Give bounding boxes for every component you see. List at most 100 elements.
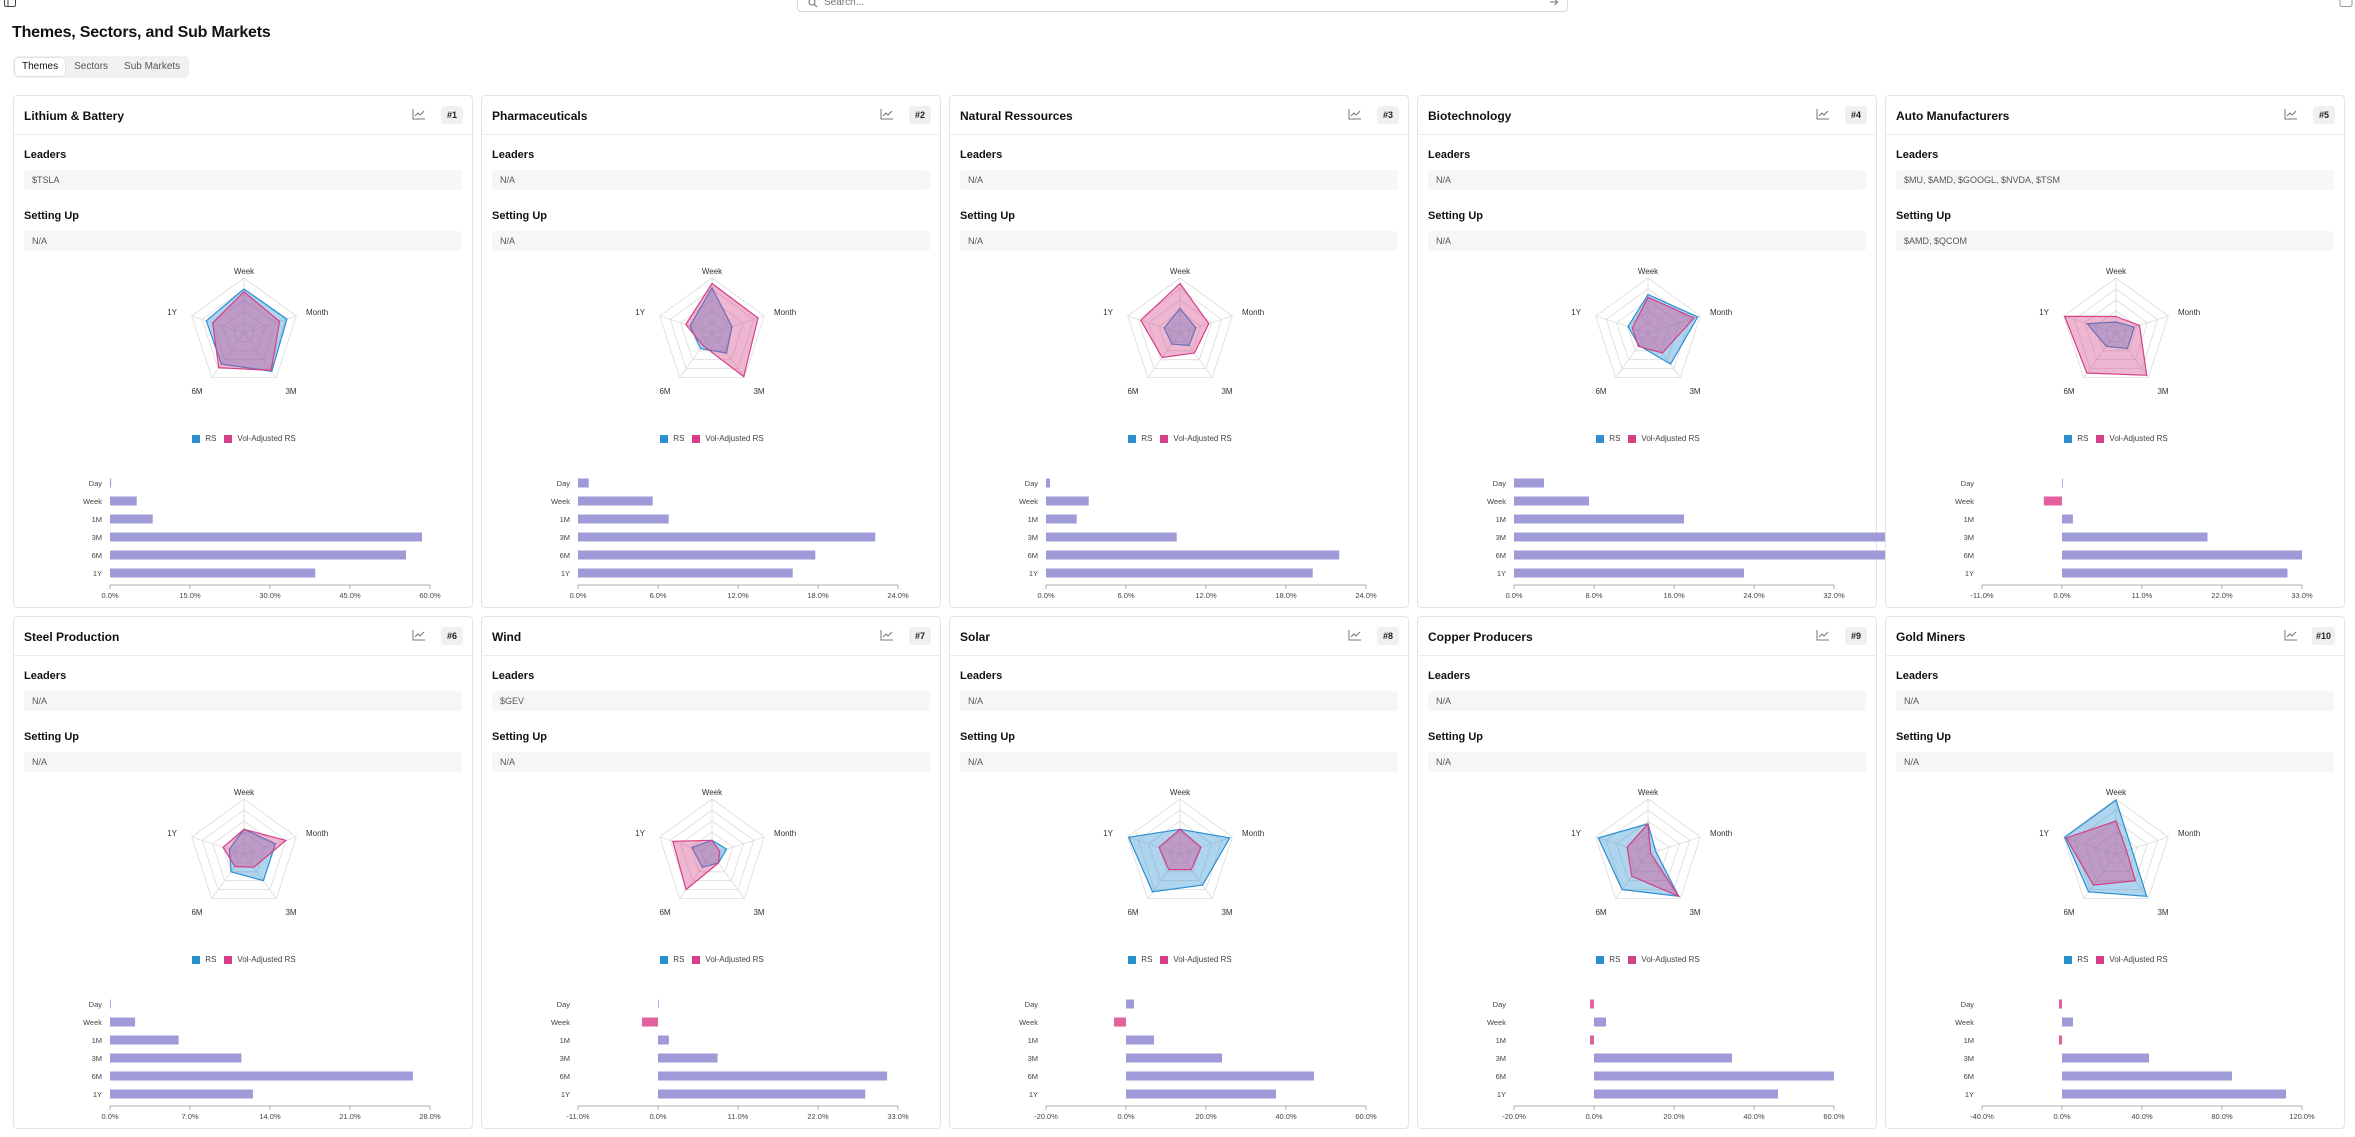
bar-1m[interactable] (2059, 1035, 2062, 1045)
bar-1m[interactable] (578, 514, 669, 524)
bar-1m[interactable] (658, 1035, 669, 1045)
bar-week[interactable] (110, 496, 137, 506)
chart-icon[interactable] (880, 629, 894, 641)
legend-item-rs[interactable]: RS (660, 434, 684, 443)
legend-item-rs[interactable]: RS (1128, 955, 1152, 964)
legend-item-vol-adjusted-rs[interactable]: Vol-Adjusted RS (2096, 955, 2168, 964)
bar-1y[interactable] (658, 1089, 866, 1099)
bar-1m[interactable] (110, 514, 153, 524)
bar-week[interactable] (1594, 1017, 1606, 1027)
bar-day[interactable] (1514, 478, 1544, 488)
bar-1m[interactable] (1126, 1035, 1154, 1045)
legend-item-vol-adjusted-rs[interactable]: Vol-Adjusted RS (1160, 955, 1232, 964)
legend-item-vol-adjusted-rs[interactable]: Vol-Adjusted RS (1628, 955, 1700, 964)
legend-item-vol-adjusted-rs[interactable]: Vol-Adjusted RS (224, 434, 296, 443)
bar-1m[interactable] (1046, 514, 1077, 524)
legend-item-vol-adjusted-rs[interactable]: Vol-Adjusted RS (1628, 434, 1700, 443)
bar-3m[interactable] (578, 532, 876, 542)
chart-icon[interactable] (2284, 629, 2298, 641)
bar-day[interactable] (2062, 478, 2063, 488)
chart-icon[interactable] (1816, 629, 1830, 641)
bar-6m[interactable] (1126, 1071, 1314, 1081)
bar-week[interactable] (1114, 1017, 1126, 1027)
bar-3m[interactable] (110, 532, 422, 542)
bar-week[interactable] (2043, 496, 2062, 506)
bar-1y[interactable] (1126, 1089, 1276, 1099)
bar-1y[interactable] (1514, 568, 1744, 578)
bar-6m[interactable] (1046, 550, 1340, 560)
bar-day[interactable] (1126, 999, 1134, 1009)
bar-day[interactable] (2059, 999, 2062, 1009)
bar-week[interactable] (110, 1017, 136, 1027)
bar-6m[interactable] (2062, 1071, 2232, 1081)
bar-1y[interactable] (110, 568, 316, 578)
bar-1y[interactable] (1594, 1089, 1778, 1099)
bar-week[interactable] (1514, 496, 1589, 506)
setting-up-value: N/A (1896, 752, 2334, 772)
settings-icon[interactable] (2339, 0, 2353, 8)
search-input[interactable] (824, 0, 1524, 9)
bar-6m[interactable] (1514, 550, 1999, 560)
bar-week[interactable] (642, 1017, 658, 1027)
legend-item-vol-adjusted-rs[interactable]: Vol-Adjusted RS (2096, 434, 2168, 443)
bar-1y[interactable] (578, 568, 793, 578)
bar-6m[interactable] (1594, 1071, 1834, 1081)
bar-1y[interactable] (110, 1089, 253, 1099)
legend-item-vol-adjusted-rs[interactable]: Vol-Adjusted RS (224, 955, 296, 964)
bar-1y[interactable] (1046, 568, 1313, 578)
bar-day[interactable] (110, 999, 111, 1009)
bar-week[interactable] (2062, 1017, 2073, 1027)
bar-3m[interactable] (2062, 532, 2208, 542)
chart-icon[interactable] (1348, 108, 1362, 120)
bar-day[interactable] (658, 999, 659, 1009)
bar-3m[interactable] (1594, 1053, 1732, 1063)
chart-icon[interactable] (412, 629, 426, 641)
legend-item-rs[interactable]: RS (192, 955, 216, 964)
bar-week[interactable] (1046, 496, 1089, 506)
legend-item-rs[interactable]: RS (1128, 434, 1152, 443)
tab-sub-markets[interactable]: Sub Markets (124, 61, 181, 72)
bar-3m[interactable] (1514, 532, 2009, 542)
legend-item-rs[interactable]: RS (192, 434, 216, 443)
tab-themes[interactable]: Themes (15, 58, 66, 76)
bar-6m[interactable] (110, 550, 406, 560)
bar-day[interactable] (1590, 999, 1594, 1009)
bar-6m[interactable] (578, 550, 816, 560)
bar-1y[interactable] (2062, 568, 2288, 578)
setting-up-value: N/A (492, 231, 930, 251)
tab-sectors[interactable]: Sectors (74, 61, 109, 72)
bar-6m[interactable] (658, 1071, 888, 1081)
bar-1m[interactable] (1590, 1035, 1594, 1045)
bar-3m[interactable] (658, 1053, 718, 1063)
search-bar[interactable] (797, 0, 1568, 12)
bar-day[interactable] (110, 478, 112, 488)
bar-1y[interactable] (2062, 1089, 2286, 1099)
bar-3m[interactable] (1046, 532, 1177, 542)
chart-icon[interactable] (1816, 108, 1830, 120)
bar-1m[interactable] (110, 1035, 179, 1045)
legend-item-vol-adjusted-rs[interactable]: Vol-Adjusted RS (692, 434, 764, 443)
chart-icon[interactable] (2284, 108, 2298, 120)
bar-6m[interactable] (2062, 550, 2302, 560)
legend-item-vol-adjusted-rs[interactable]: Vol-Adjusted RS (1160, 434, 1232, 443)
chart-icon[interactable] (880, 108, 894, 120)
bar-3m[interactable] (2062, 1053, 2149, 1063)
legend-item-rs[interactable]: RS (2064, 955, 2088, 964)
sidebar-toggle-icon[interactable] (4, 0, 16, 7)
bar-week[interactable] (578, 496, 653, 506)
legend-item-rs[interactable]: RS (660, 955, 684, 964)
chart-icon[interactable] (1348, 629, 1362, 641)
bar-day[interactable] (1046, 478, 1050, 488)
bar-1m[interactable] (1514, 514, 1684, 524)
bar-6m[interactable] (110, 1071, 413, 1081)
legend-item-rs[interactable]: RS (2064, 434, 2088, 443)
bar-1m[interactable] (2062, 514, 2073, 524)
chart-icon[interactable] (412, 108, 426, 120)
legend-item-vol-adjusted-rs[interactable]: Vol-Adjusted RS (692, 955, 764, 964)
bar-3m[interactable] (1126, 1053, 1222, 1063)
bar-day[interactable] (578, 478, 589, 488)
bar-3m[interactable] (110, 1053, 242, 1063)
legend-item-rs[interactable]: RS (1596, 955, 1620, 964)
arrow-right-icon[interactable] (1549, 0, 1559, 7)
legend-item-rs[interactable]: RS (1596, 434, 1620, 443)
